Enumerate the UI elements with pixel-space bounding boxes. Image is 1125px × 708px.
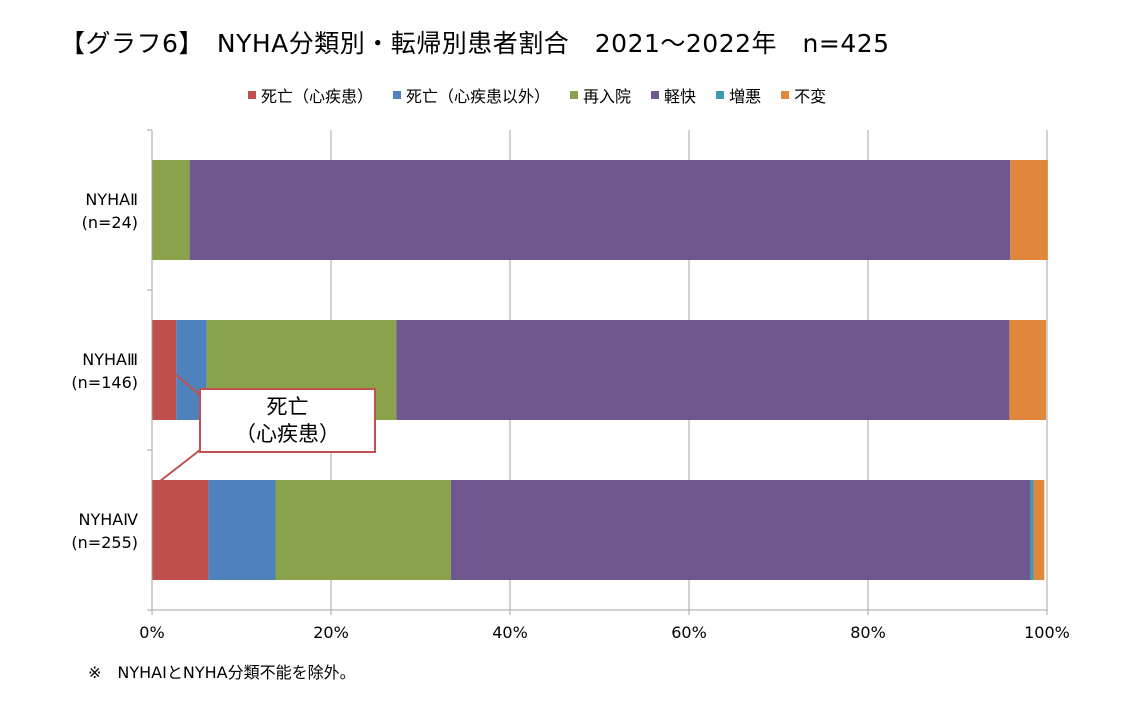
footnote: ※ NYHAⅠとNYHA分類不能を除外。 — [88, 663, 356, 682]
category-n-label: (n=146) — [71, 373, 138, 392]
legend: 死亡（心疾患） 死亡（心疾患以外） 再入院 軽快 増悪 不変 — [248, 84, 846, 106]
annotation-leader-lower — [154, 449, 201, 486]
legend-label: 死亡（心疾患） — [261, 87, 374, 106]
legend-item: 死亡（心疾患以外） — [393, 83, 550, 107]
legend-label: 不変 — [794, 87, 827, 106]
annotation-leader-upper — [175, 374, 201, 396]
bar-segment — [450, 480, 1030, 580]
bar-segment — [152, 480, 209, 580]
legend-swatch — [393, 91, 402, 99]
x-tick-label: 60% — [671, 623, 707, 642]
legend-swatch — [248, 91, 256, 99]
bar-segment — [152, 320, 177, 420]
legend-swatch — [651, 91, 660, 99]
annotation-callout: 死亡 （心疾患） — [199, 388, 376, 453]
bar-segment — [1029, 480, 1034, 580]
legend-item: 死亡（心疾患） — [248, 83, 373, 107]
x-tick-label: 0% — [139, 623, 164, 642]
x-tick-label: 40% — [492, 623, 528, 642]
legend-swatch — [716, 91, 725, 99]
x-tick-label: 80% — [850, 623, 886, 642]
bar-segment — [1033, 480, 1045, 580]
bar-segment — [208, 480, 276, 580]
bar-segment — [1010, 160, 1048, 260]
legend-swatch — [570, 91, 579, 99]
category-label: NYHAⅡ — [85, 190, 138, 209]
legend-item: 不変 — [781, 83, 826, 107]
chart-title: 【グラフ6】 NYHA分類別・転帰別患者割合 2021～2022年 n=425 — [60, 29, 890, 58]
bar-segment — [275, 480, 451, 580]
annotation-line2: （心疾患） — [235, 422, 340, 446]
category-n-label: (n=255) — [71, 533, 138, 552]
category-label: NYHAⅢ — [82, 350, 138, 369]
x-tick-label: 100% — [1024, 623, 1070, 642]
legend-label: 軽快 — [664, 87, 697, 106]
legend-item: 軽快 — [651, 83, 696, 107]
bar-segment — [152, 160, 190, 260]
legend-item: 増悪 — [716, 83, 761, 107]
legend-label: 再入院 — [583, 87, 632, 106]
legend-swatch — [781, 91, 790, 99]
bar-segment — [189, 160, 1011, 260]
x-tick-label: 20% — [313, 623, 349, 642]
bar-segment — [1009, 320, 1047, 420]
legend-label: 死亡（心疾患以外） — [406, 87, 551, 106]
category-n-label: (n=24) — [82, 213, 138, 232]
category-label: NYHAⅣ — [79, 510, 139, 529]
legend-item: 再入院 — [570, 83, 631, 107]
bar-segment — [396, 320, 1010, 420]
legend-label: 増悪 — [729, 87, 762, 106]
annotation-line1: 死亡 — [266, 395, 309, 419]
